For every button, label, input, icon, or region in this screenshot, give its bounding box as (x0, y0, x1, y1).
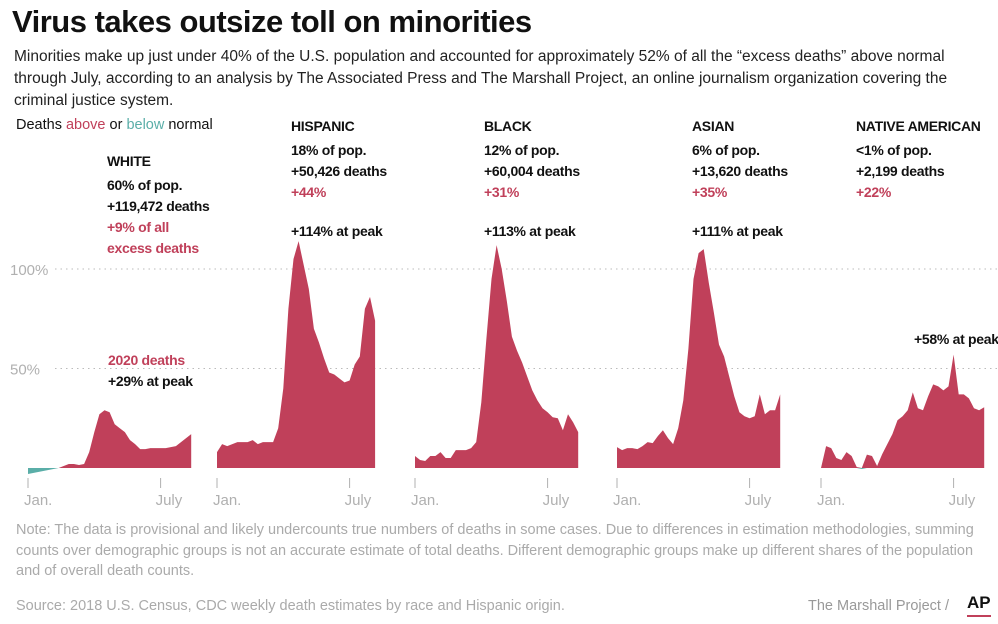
x-tick-label: July (745, 492, 772, 509)
group-share: +44% (291, 184, 326, 200)
group-name: BLACK (484, 118, 532, 134)
group-deaths: +50,426 deaths (291, 163, 387, 179)
group-name: WHITE (107, 153, 151, 169)
panel-label-white: WHITE 60% of pop. +119,472 deaths +9% of… (107, 151, 210, 259)
area-above-hispanic (217, 241, 376, 468)
group-pop: <1% of pop. (856, 142, 932, 158)
area-above-native-american (821, 354, 985, 468)
panel-label-hispanic: HISPANIC 18% of pop. +50,426 deaths +44% (291, 116, 387, 203)
x-tick-label: Jan. (411, 492, 439, 509)
legend-prefix: Deaths (16, 117, 66, 133)
group-pop: 18% of pop. (291, 142, 367, 158)
credit: The Marshall Project / (808, 598, 950, 614)
group-share: +22% (856, 184, 891, 200)
white-peak-annotation: 2020 deaths +29% at peak (108, 350, 193, 392)
area-above-white (28, 410, 192, 468)
peak-label: +111% at peak (692, 223, 783, 239)
y-tick-label: 50% (10, 362, 40, 379)
group-name: NATIVE AMERICAN (856, 118, 981, 134)
chart-subtitle: Minorities make up just under 40% of the… (14, 48, 948, 109)
legend-or: or (105, 117, 127, 133)
area-below-native-american (821, 468, 985, 469)
group-share: +35% (692, 184, 727, 200)
group-share-2: excess deaths (107, 240, 199, 256)
group-name: HISPANIC (291, 118, 355, 134)
area-above-black (415, 245, 579, 468)
x-tick-label: July (345, 492, 372, 509)
panel-label-native-american: NATIVE AMERICAN <1% of pop. +2,199 death… (856, 116, 981, 203)
x-tick-label: Jan. (817, 492, 845, 509)
y-tick-label: 100% (10, 262, 48, 279)
group-deaths: +13,620 deaths (692, 163, 788, 179)
group-name: ASIAN (692, 118, 735, 134)
legend: Deaths above or below normal (16, 117, 213, 133)
x-tick-label: Jan. (613, 492, 641, 509)
group-share: +9% of all (107, 219, 169, 235)
panel-label-asian: ASIAN 6% of pop. +13,620 deaths +35% (692, 116, 788, 203)
x-tick-label: Jan. (213, 492, 241, 509)
x-tick-label: July (543, 492, 570, 509)
footnote: Note: The data is provisional and likely… (16, 522, 974, 579)
ap-logo: AP (967, 593, 991, 617)
peak-label: +113% at peak (484, 223, 576, 239)
group-pop: 12% of pop. (484, 142, 560, 158)
group-share: +31% (484, 184, 519, 200)
legend-suffix: normal (164, 117, 213, 133)
peak-label: +29% at peak (108, 373, 193, 389)
annotation-2020-deaths: 2020 deaths (108, 352, 185, 368)
group-deaths: +60,004 deaths (484, 163, 580, 179)
area-below-white (28, 468, 192, 474)
x-tick-label: Jan. (24, 492, 52, 509)
chart-title: Virus takes outsize toll on minorities (12, 4, 532, 39)
legend-below: below (126, 117, 165, 133)
group-pop: 6% of pop. (692, 142, 760, 158)
group-pop: 60% of pop. (107, 177, 183, 193)
source-line: Source: 2018 U.S. Census, CDC weekly dea… (16, 598, 565, 614)
area-above-asian (617, 249, 781, 468)
x-tick-label: July (156, 492, 183, 509)
legend-above: above (65, 117, 106, 133)
x-tick-label: July (949, 492, 976, 509)
peak-label: +114% at peak (291, 223, 383, 239)
group-deaths: +119,472 deaths (107, 198, 210, 214)
group-deaths: +2,199 deaths (856, 163, 945, 179)
panel-label-black: BLACK 12% of pop. +60,004 deaths +31% (484, 116, 580, 203)
peak-label: +58% at peak (914, 331, 998, 347)
